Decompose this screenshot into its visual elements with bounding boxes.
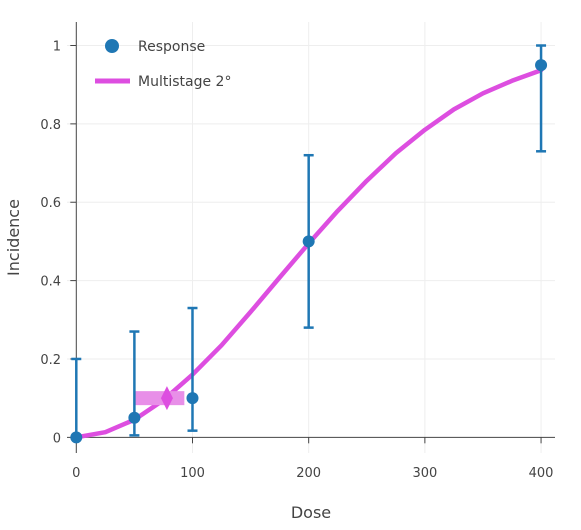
response-point (186, 392, 199, 405)
y-axis-title: Incidence (4, 199, 23, 276)
y-tick-label: 0.8 (40, 118, 61, 133)
response-point (535, 59, 548, 72)
y-tick-label: 0.4 (40, 275, 61, 290)
response-point (70, 431, 83, 444)
response-point (302, 235, 315, 248)
y-tick-label: 0 (53, 431, 61, 446)
bmd-interval-band (134, 391, 185, 406)
y-axis-ticks: 0 0.2 0.4 0.6 0.8 1 (40, 40, 77, 446)
x-tick-label: 400 (529, 466, 554, 481)
x-tick-label: 300 (412, 466, 437, 481)
x-axis-ticks: 0 100 200 300 400 (72, 437, 553, 481)
x-tick-label: 200 (296, 466, 321, 481)
legend-response-label: Response (138, 39, 205, 55)
x-axis-title: Dose (291, 503, 331, 522)
marker-layer (70, 59, 548, 444)
bmd-diamond-marker (160, 386, 173, 411)
legend-response-marker (105, 39, 119, 53)
x-tick-label: 0 (72, 466, 80, 481)
legend: Response Multistage 2° (95, 39, 231, 90)
bmd-layer (134, 386, 185, 411)
legend-multistage-label: Multistage 2° (138, 74, 231, 90)
y-tick-label: 0.2 (40, 353, 61, 368)
response-point (128, 411, 141, 424)
y-tick-label: 1 (53, 40, 61, 55)
y-tick-label: 0.6 (40, 196, 61, 211)
x-tick-label: 100 (180, 466, 205, 481)
